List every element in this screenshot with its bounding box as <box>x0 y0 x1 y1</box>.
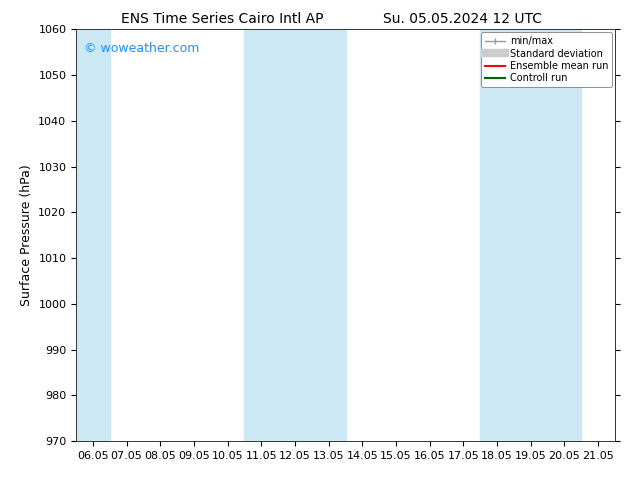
Bar <box>76 29 110 441</box>
Text: Su. 05.05.2024 12 UTC: Su. 05.05.2024 12 UTC <box>384 12 542 26</box>
Bar <box>245 29 346 441</box>
Legend: min/max, Standard deviation, Ensemble mean run, Controll run: min/max, Standard deviation, Ensemble me… <box>481 32 612 87</box>
Text: ENS Time Series Cairo Intl AP: ENS Time Series Cairo Intl AP <box>120 12 323 26</box>
Bar <box>481 29 581 441</box>
Text: © woweather.com: © woweather.com <box>84 42 200 55</box>
Y-axis label: Surface Pressure (hPa): Surface Pressure (hPa) <box>20 164 33 306</box>
